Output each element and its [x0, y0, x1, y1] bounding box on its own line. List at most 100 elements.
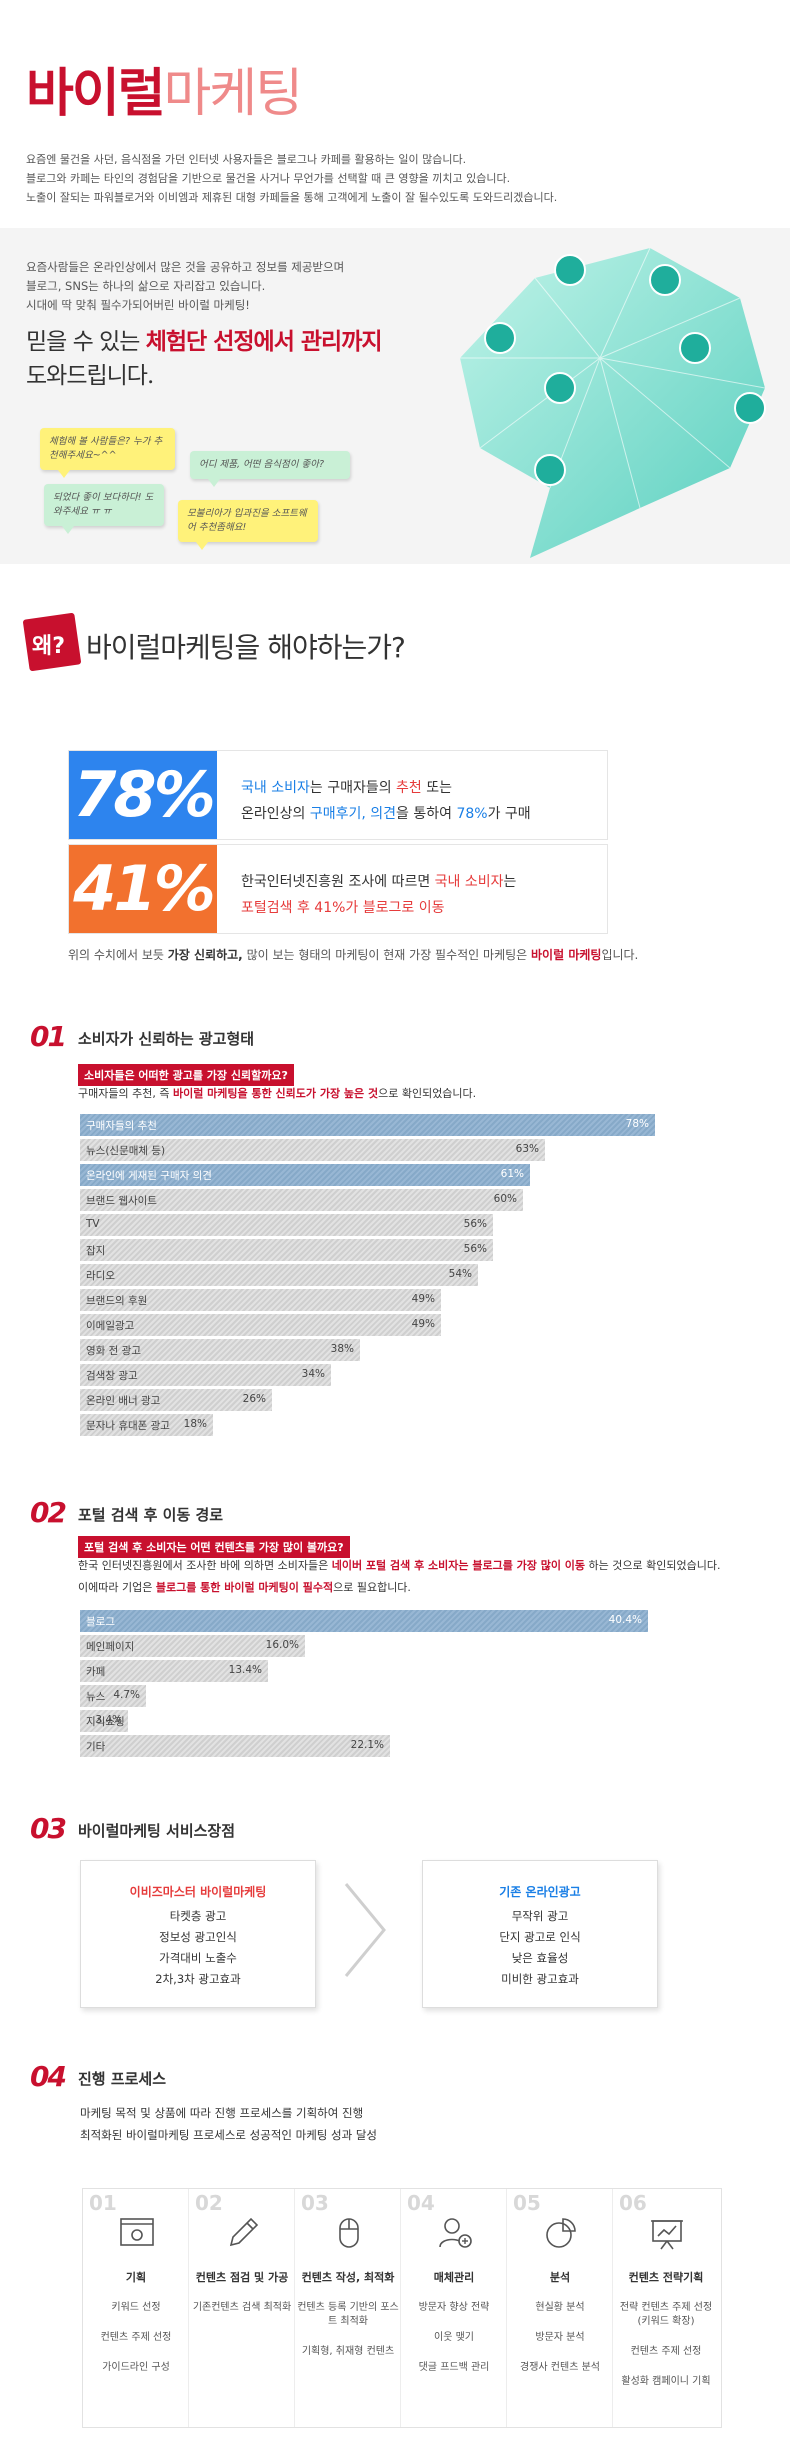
process-description: 마케팅 목적 및 상품에 따라 진행 프로세스를 기획하여 진행 최적화된 바이… [80, 2102, 377, 2146]
stat-text: 추천 [396, 780, 422, 796]
process-steps: 01 기획 키워드 선정 컨텐츠 주제 선정 가이드라인 구성 02 컨텐츠 점… [82, 2188, 722, 2428]
bar-row: 브랜드의 후원 49% [80, 1289, 670, 1311]
summary-text: 많이 보는 형태의 마케팅이 현재 가장 필수적인 마케팅은 [242, 948, 532, 962]
bar-row: 검색창 광고 34% [80, 1364, 670, 1386]
bar-row: 온라인 배너 광고 26% [80, 1389, 670, 1411]
hero-description: 요즘엔 물건을 사던, 음식점을 가던 인터넷 사용자들은 블로그나 카페를 활… [26, 150, 746, 207]
banner-headline: 믿을 수 있는 체험단 선정에서 관리까지 도와드립니다. [26, 325, 383, 393]
step-item: 이웃 맺기 [434, 2332, 474, 2343]
bar-label: 뉴스(신문매체 등) [86, 1145, 166, 1157]
why-summary: 위의 수치에서 보듯 가장 신뢰하고, 많이 보는 형태의 마케팅이 현재 가장… [68, 946, 638, 963]
bar-row: 잡지 56% [80, 1239, 670, 1261]
bar-label: 영화 전 광고 [86, 1345, 141, 1357]
bar-value: 4.7% [113, 1689, 140, 1701]
step-item: 컨텐츠 주제 선정 [100, 2332, 172, 2343]
step-title: 컨텐츠 전략기획 [628, 2271, 704, 2284]
process-step: 04 매체관리 방문자 향상 전략 이웃 맺기 댓글 프드백 관리 [401, 2189, 507, 2427]
headline-highlight: 체험단 선정에서 관리까지 [145, 328, 383, 355]
step-number: 06 [619, 2191, 647, 2215]
node-icon [679, 332, 711, 364]
user-add-icon [439, 2218, 472, 2248]
bar-row: 문자나 휴대폰 광고 18% [80, 1414, 670, 1436]
bar-label: 뉴스 [86, 1691, 106, 1703]
step-item: 댓글 프드백 관리 [418, 2362, 490, 2373]
bar [80, 1685, 146, 1707]
pencil-icon [229, 2217, 259, 2247]
stat-text: 78% [456, 806, 488, 822]
step-items: 방문자 향상 전략 이웃 맺기 댓글 프드백 관리 [401, 2301, 507, 2391]
bar-label: 검색창 광고 [86, 1370, 138, 1382]
page-title: 바이럴마케팅 [26, 68, 303, 120]
pie-chart-icon [546, 2218, 576, 2248]
bar-label: 온라인 배너 광고 [86, 1395, 161, 1407]
process-desc-line: 최적화된 바이럴마케팅 프로세스로 성공적인 마케팅 성과 달성 [80, 2128, 378, 2142]
bar [80, 1214, 493, 1236]
bar-row: 기타 22.1% [80, 1735, 670, 1757]
bar-value: 63% [515, 1143, 539, 1155]
step-item: 기존컨텐츠 검색 최적화 [192, 2302, 292, 2313]
bar-label: 잡지 [86, 1245, 106, 1257]
node-icon [484, 322, 516, 354]
process-step: 06 컨텐츠 전략기획 전략 컨텐츠 주제 선정 (키워드 확장) 컨텐츠 주제… [613, 2189, 719, 2427]
bar-row: 카페 13.4% [80, 1660, 670, 1682]
sub-highlight: 블로그를 통한 바이럴 마케팅이 필수적 [155, 1581, 334, 1594]
bar [80, 1139, 545, 1161]
bar [80, 1314, 441, 1336]
section-number: 01 [30, 1020, 67, 1053]
step-item: 키워드 선정 [111, 2302, 161, 2313]
bar [80, 1364, 331, 1386]
step-item: 가이드라인 구성 [102, 2362, 170, 2373]
sub-text: 하는 것으로 확인되었습니다. [585, 1559, 721, 1572]
stat-text: 는 [503, 874, 517, 890]
stat-number: 78% [69, 751, 217, 839]
bar-row: 브랜드 웹사이트 60% [80, 1189, 670, 1211]
bar-row: 영화 전 광고 38% [80, 1339, 670, 1361]
bar [80, 1735, 390, 1757]
step-title: 매체관리 [433, 2271, 475, 2284]
gear-window-icon [120, 2218, 154, 2246]
question-tag: 포털 검색 후 소비자는 어떤 컨텐츠를 가장 많이 볼까요? [78, 1536, 350, 1558]
bar-value: 38% [330, 1343, 354, 1355]
box-title: 이비즈마스터 바이럴마케팅 [129, 1885, 267, 1899]
bar-label: 블로그 [86, 1616, 115, 1628]
bar [80, 1264, 478, 1286]
stat-number: 41% [69, 845, 217, 933]
step-items: 기존컨텐츠 검색 최적화 [189, 2301, 295, 2331]
box-item: 미비한 광고효과 [501, 1972, 579, 1986]
summary-highlight: 바이럴 마케팅 [531, 948, 602, 962]
step-number: 05 [513, 2191, 541, 2215]
step-item: 방문자 향상 전략 [418, 2302, 490, 2313]
bar [80, 1189, 523, 1211]
step-items: 전략 컨텐츠 주제 선정 (키워드 확장) 컨텐츠 주제 선정 활성화 캠페이니… [613, 2301, 719, 2405]
summary-bold: 가장 신뢰하고, [167, 948, 243, 962]
bar [80, 1289, 441, 1311]
box-item: 가격대비 노출수 [159, 1951, 237, 1965]
bar-row: 메인페이지 16.0% [80, 1635, 670, 1657]
question-tag: 소비자들은 어떠한 광고를 가장 신뢰할까요? [78, 1064, 294, 1086]
node-icon [534, 454, 566, 486]
stat-text: 을 통하여 [396, 806, 457, 822]
bar-label: 라디오 [86, 1270, 115, 1282]
step-title: 기획 [125, 2271, 147, 2284]
bar-label: 온라인에 게재된 구매자 의견 [86, 1170, 212, 1182]
summary-text: 입니다. [601, 948, 639, 962]
intro-banner: 요즘사람들은 온라인상에서 많은 것을 공유하고 정보를 제공받으며 블로그, … [0, 228, 790, 564]
bar-label: 메인페이지 [86, 1641, 135, 1653]
stat-description: 국내 소비자는 구매자들의 추천 또는 온라인상의 구매후기, 의견을 통하여 … [241, 775, 531, 827]
bar-row: 구매자들의 추천 78% [80, 1114, 670, 1136]
sub-text: 으로 필요합니다. [333, 1581, 411, 1594]
headline-part: 믿을 수 있는 [26, 329, 146, 355]
portal-path-chart: 블로그 40.4% 메인페이지 16.0% 카페 13.4% 뉴스 4.7% 지식쇼핑 3.4% 기… [80, 1610, 670, 1760]
bar-row: 온라인에 게재된 구매자 의견 61% [80, 1164, 670, 1186]
box-item: 낮은 효율성 [511, 1951, 569, 1965]
title-bold: 바이럴 [26, 64, 166, 124]
bar [80, 1164, 530, 1186]
bar-value: 49% [411, 1293, 435, 1305]
bar-value: 56% [463, 1218, 487, 1230]
stat-card-41: 41% 한국인터넷진흥원 조사에 따르면 국내 소비자는 포털검색 후 41%가… [68, 844, 608, 934]
section-number: 03 [30, 1812, 67, 1845]
banner-text-line: 시대에 딱 맞춰 필수가되어버린 바이럴 마케팅! [26, 298, 250, 312]
sticky-note: 체험해 볼 사람들은? 누가 추천해주세요~^^ [40, 428, 175, 478]
bar-label: 문자나 휴대폰 광고 [86, 1420, 170, 1432]
box-title: 기존 온라인광고 [499, 1885, 581, 1899]
